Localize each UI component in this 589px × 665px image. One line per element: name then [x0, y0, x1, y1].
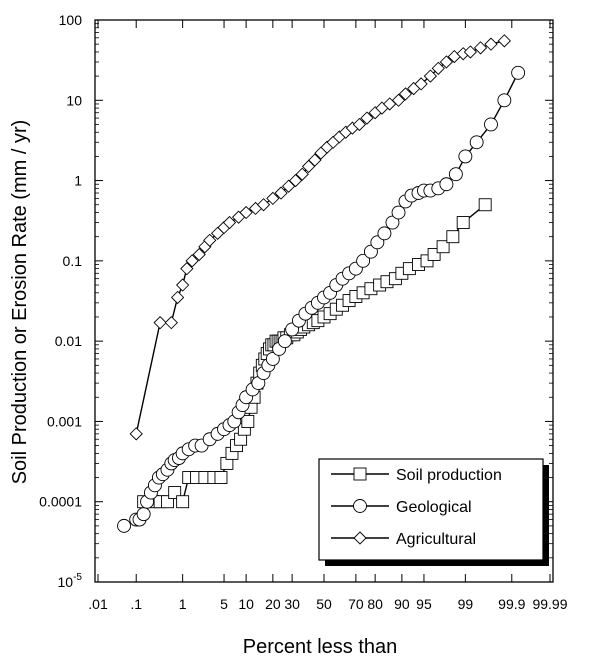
legend-label: Geological: [396, 499, 472, 516]
x-tick-label: 90: [394, 596, 410, 612]
data-point: [266, 191, 280, 206]
data-point: [170, 290, 185, 305]
y-tick-label: 1: [74, 173, 82, 189]
y-tick-label: 0.1: [63, 253, 83, 269]
data-point: [295, 167, 309, 181]
legend-marker: [353, 531, 367, 545]
data-point: [356, 253, 371, 268]
y-tick-label: 0.001: [47, 413, 82, 429]
x-tick-label: 99.9: [498, 596, 525, 612]
data-point: [446, 230, 460, 244]
data-point: [469, 135, 484, 150]
data-point: [439, 55, 454, 69]
data-point: [448, 167, 463, 182]
data-point: [391, 205, 406, 220]
y-axis-title: Soil Production or Erosion Rate (mm / yr…: [9, 120, 31, 485]
y-tick-label: 10-5: [58, 572, 83, 590]
data-point: [484, 37, 498, 51]
y-tick-label: 0.0001: [39, 494, 82, 510]
data-point: [117, 518, 131, 533]
data-point: [385, 215, 400, 230]
data-point: [478, 198, 492, 212]
y-tick-label: 10: [66, 92, 82, 108]
data-point: [308, 153, 322, 167]
data-point: [431, 61, 445, 75]
data-point: [239, 205, 253, 220]
series-circle: [117, 65, 526, 533]
x-tick-label: 10: [238, 596, 254, 612]
data-point: [185, 254, 199, 268]
data-point: [414, 77, 428, 91]
data-point: [360, 111, 374, 125]
data-point: [423, 69, 438, 83]
data-point: [377, 226, 392, 241]
data-point: [265, 352, 280, 366]
x-tick-label: .01: [88, 596, 108, 612]
data-point: [222, 215, 237, 230]
data-point: [439, 177, 454, 192]
x-tick-label: 30: [284, 596, 300, 612]
x-tick-label: 1: [179, 596, 187, 612]
data-point: [497, 34, 511, 48]
data-point: [203, 233, 217, 247]
x-tick-label: .1: [130, 596, 142, 612]
data-point: [277, 334, 292, 349]
data-point: [192, 247, 206, 262]
y-tick-label: 100: [59, 12, 83, 28]
x-tick-label: 95: [416, 596, 432, 612]
data-point: [456, 216, 470, 230]
data-point: [391, 93, 406, 107]
legend-marker: [353, 499, 367, 513]
data-point: [164, 316, 178, 330]
data-point: [288, 173, 303, 188]
series-diamond: [129, 34, 511, 441]
x-tick-label: 20: [265, 596, 281, 612]
x-tick-label: 50: [316, 596, 332, 612]
data-point: [436, 240, 450, 254]
data-point: [473, 41, 488, 55]
data-point: [511, 65, 526, 80]
series-layer: [117, 34, 526, 533]
data-point: [175, 278, 190, 292]
data-point: [176, 495, 190, 509]
legend-marker: [353, 467, 367, 481]
x-axis-title: Percent less than: [243, 636, 398, 658]
data-point: [256, 198, 271, 212]
data-point: [153, 316, 167, 330]
legend-label: Soil production: [396, 467, 502, 484]
data-point: [398, 87, 413, 101]
data-point: [274, 186, 288, 200]
data-point: [458, 149, 473, 164]
data-point: [129, 427, 143, 441]
data-point: [136, 507, 151, 522]
data-point: [352, 117, 367, 132]
legend: Soil production Geological Agricultural: [318, 458, 549, 566]
data-point: [463, 45, 478, 59]
axis-ticks: 100 10 1 0.1 0.01 0.001 0.0001 10-5 .01 .1 1 5 10 20 3…: [39, 12, 568, 612]
data-point: [180, 262, 194, 276]
data-point: [241, 414, 255, 428]
data-point: [281, 179, 296, 193]
data-point: [214, 471, 228, 484]
x-tick-label: 5: [220, 596, 228, 612]
x-tick-label: 99.99: [532, 596, 567, 612]
x-tick-label: 99: [458, 596, 474, 612]
y-tick-label: 0.01: [55, 333, 82, 349]
data-point: [484, 117, 498, 132]
data-point: [497, 93, 512, 108]
x-tick-label: 70: [348, 596, 364, 612]
x-tick-label: 80: [367, 596, 383, 612]
legend-label: Agricultural: [396, 531, 476, 548]
